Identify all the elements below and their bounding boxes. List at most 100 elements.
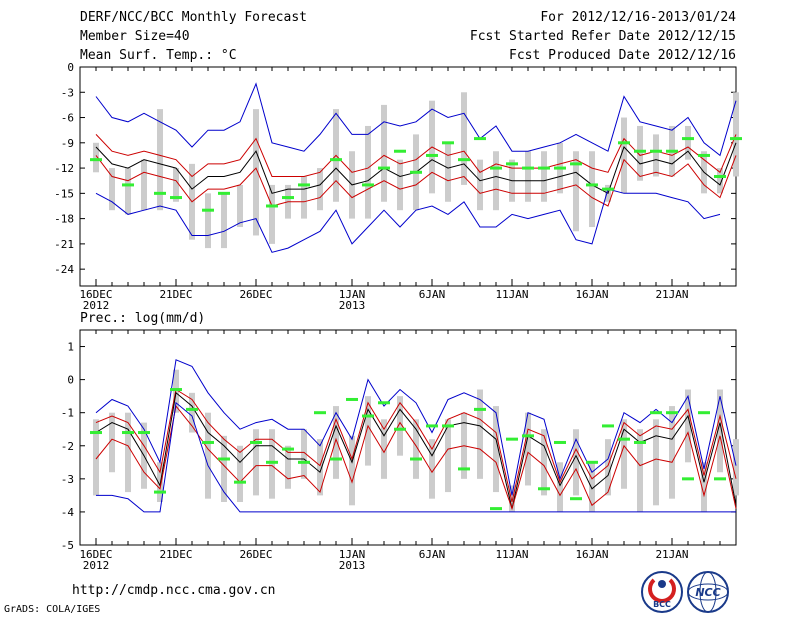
ensemble-bar (93, 142, 99, 173)
y-tick-label: -1 (61, 407, 74, 420)
x-tick-year-label: 2013 (339, 559, 366, 572)
ensemble-bar (157, 462, 163, 502)
observation-mark (650, 149, 662, 153)
observation-mark (714, 175, 726, 178)
observation-mark (618, 437, 630, 441)
observation-mark (266, 460, 278, 464)
observation-mark (442, 424, 454, 428)
x-tick-label: 16DEC (79, 288, 112, 301)
observation-mark (122, 431, 134, 435)
series-line-max (95, 359, 737, 496)
observation-mark (474, 407, 486, 411)
series-line-spread-high (95, 388, 737, 503)
observation-mark (698, 153, 710, 157)
grads-credit: GrADS: COLA/IGES (4, 604, 101, 615)
ensemble-bar (701, 462, 707, 512)
observation-mark (538, 166, 550, 170)
ensemble-bar (509, 485, 515, 512)
header-left-line-3: Mean Surf. Temp.: °C (80, 48, 237, 63)
ensemble-bar (365, 125, 371, 219)
observation-mark (170, 196, 182, 200)
ensemble-bar (445, 142, 451, 202)
x-tick-label: 16JAN (575, 288, 608, 301)
x-tick-label: 6JAN (419, 548, 446, 561)
observation-mark (554, 440, 566, 444)
ensemble-bar (125, 412, 131, 493)
ensemble-bar (637, 429, 643, 512)
y-tick-label: -18 (54, 213, 74, 226)
observation-mark (250, 440, 262, 444)
ensemble-bar (397, 396, 403, 456)
ensemble-bar (381, 419, 387, 479)
observation-mark (394, 427, 406, 431)
observation-mark (410, 170, 422, 174)
observation-mark (378, 401, 390, 405)
observation-mark (122, 183, 134, 187)
ensemble-bar (333, 406, 339, 479)
ensemble-bar (189, 392, 195, 433)
observation-mark (458, 158, 470, 162)
y-tick-label: -5 (61, 539, 74, 552)
observation-mark (330, 158, 342, 162)
observation-mark (394, 149, 406, 153)
ensemble-bar (301, 429, 307, 479)
x-tick-label: 11JAN (495, 548, 528, 561)
x-tick-label: 1JAN (339, 548, 366, 561)
y-tick-label: -2 (61, 440, 74, 453)
y-tick-label: -12 (54, 162, 74, 175)
series-line-min (95, 188, 721, 253)
ensemble-bar (573, 429, 579, 496)
ensemble-bar (461, 92, 467, 185)
observation-mark (458, 467, 470, 471)
ensemble-bar (285, 445, 291, 489)
ensemble-bar (717, 168, 723, 194)
ensemble-bar (413, 419, 419, 479)
ensemble-bar (269, 184, 275, 244)
ensemble-bar (301, 176, 307, 219)
ensemble-bar (269, 429, 275, 499)
observation-mark (490, 507, 502, 511)
y-tick-label: -24 (54, 263, 74, 276)
observation-mark (666, 411, 678, 415)
observation-mark (634, 149, 646, 153)
observation-mark (714, 477, 726, 481)
observation-mark (554, 166, 566, 170)
ensemble-bar (349, 435, 355, 506)
footer-url[interactable]: http://cmdp.ncc.cma.gov.cn (72, 583, 276, 598)
ensemble-bar (477, 389, 483, 479)
ensemble-bar (141, 159, 147, 211)
observation-mark (314, 411, 326, 415)
observation-mark (154, 191, 166, 195)
ensemble-bar (173, 168, 179, 202)
ensemble-bar (493, 406, 499, 493)
header-right-line-2: Fcst Started Refer Date 2012/12/15 (469, 29, 736, 44)
ensemble-bar (109, 412, 115, 473)
header-right-line-3: Fcst Produced Date 2012/12/16 (509, 48, 736, 63)
ncc-logo-text: NCC (695, 586, 720, 599)
ensemble-bar (637, 125, 643, 181)
x-tick-label: 21DEC (159, 288, 192, 301)
ensemble-bar (589, 462, 595, 512)
ensemble-bar (717, 389, 723, 473)
observation-mark (650, 411, 662, 415)
observation-mark (330, 457, 342, 461)
ensemble-bar (317, 439, 323, 496)
observation-mark (154, 490, 166, 494)
ensemble-bar (685, 125, 691, 160)
y-tick-label: -3 (61, 473, 74, 486)
observation-mark (202, 208, 214, 212)
ensemble-bar (237, 184, 243, 228)
x-tick-label: 26DEC (239, 548, 272, 561)
ensemble-bar (109, 168, 115, 211)
y-tick-label: -4 (61, 506, 75, 519)
observation-mark (90, 158, 102, 162)
ensemble-bar (205, 412, 211, 499)
observation-mark (586, 183, 598, 187)
x-tick-label: 6JAN (419, 288, 446, 301)
ensemble-bar (669, 406, 675, 499)
ensemble-bar (557, 462, 563, 512)
observation-mark (234, 480, 246, 484)
ensemble-bar (477, 159, 483, 211)
precip-panel-title: Prec.: log(mm/d) (80, 311, 206, 326)
